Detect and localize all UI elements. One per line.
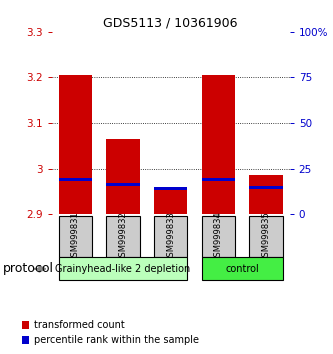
Bar <box>249 186 283 189</box>
Bar <box>59 216 92 257</box>
Title: GDS5113 / 10361906: GDS5113 / 10361906 <box>104 16 238 29</box>
Text: control: control <box>225 264 259 274</box>
Bar <box>154 187 187 190</box>
Text: GSM999834: GSM999834 <box>214 211 223 262</box>
Bar <box>201 257 283 280</box>
Bar <box>249 216 283 257</box>
Bar <box>106 183 140 186</box>
Bar <box>154 188 187 214</box>
Bar <box>201 178 235 181</box>
Text: protocol: protocol <box>3 262 54 275</box>
Bar <box>106 216 140 257</box>
Text: Grainyhead-like 2 depletion: Grainyhead-like 2 depletion <box>55 264 191 274</box>
Text: GSM999833: GSM999833 <box>166 211 175 262</box>
Text: GSM999835: GSM999835 <box>261 211 270 262</box>
Bar <box>59 257 187 280</box>
Bar <box>154 216 187 257</box>
Text: GSM999831: GSM999831 <box>71 211 80 262</box>
Legend: transformed count, percentile rank within the sample: transformed count, percentile rank withi… <box>22 320 199 345</box>
Bar <box>201 216 235 257</box>
Bar <box>59 75 92 214</box>
Bar <box>201 75 235 214</box>
Bar <box>106 139 140 214</box>
Text: GSM999832: GSM999832 <box>119 211 128 262</box>
Bar <box>59 178 92 181</box>
Bar <box>249 175 283 214</box>
